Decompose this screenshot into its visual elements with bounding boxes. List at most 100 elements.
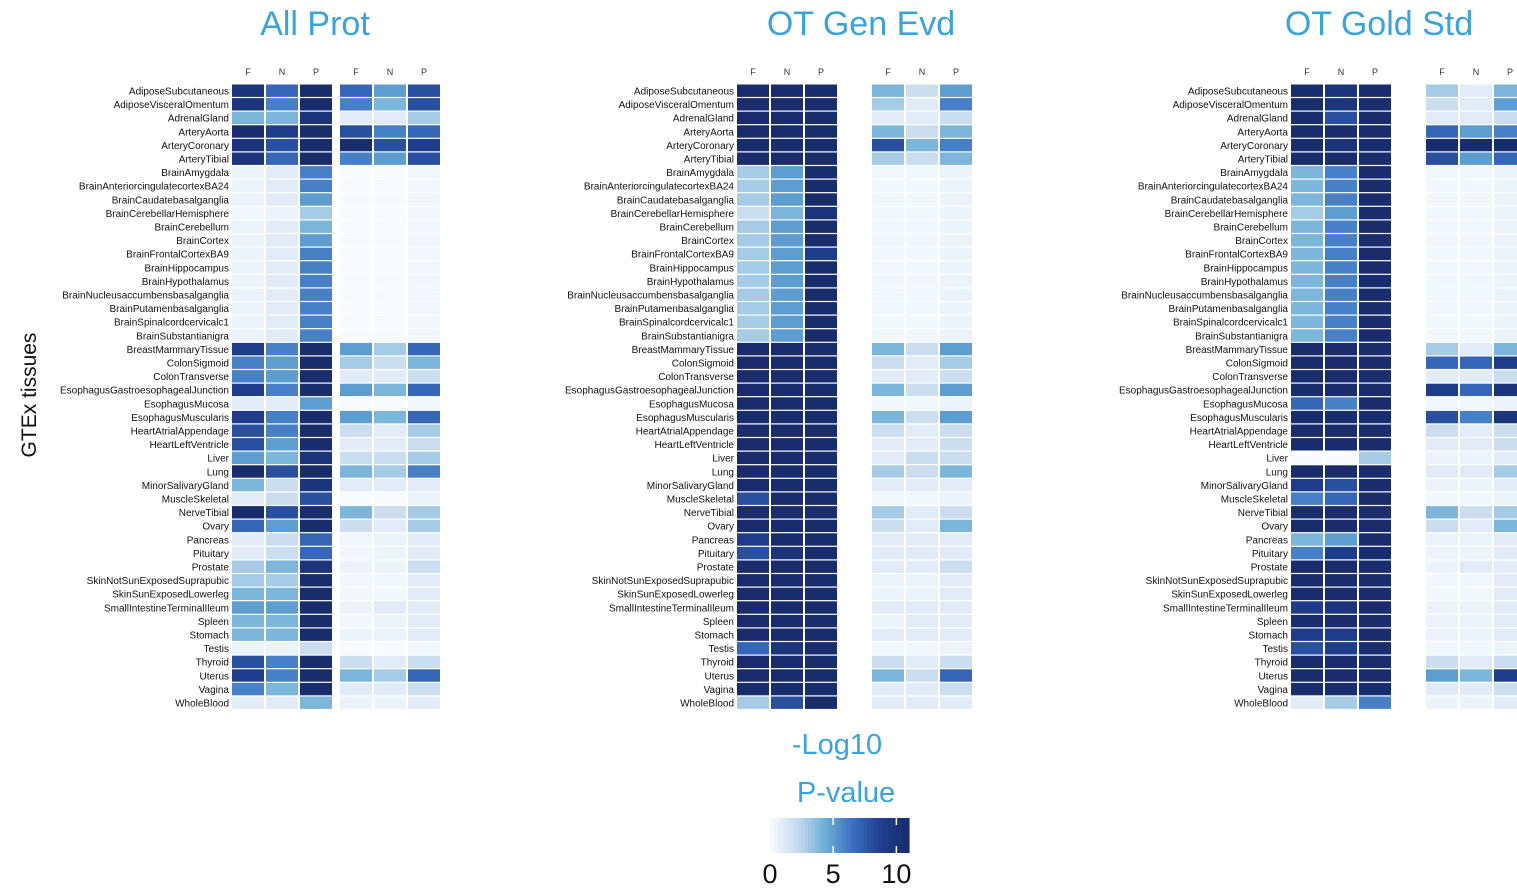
heatmap-cell: [805, 669, 837, 682]
heatmap-cell: [1291, 193, 1323, 206]
row-label: Ovary: [1261, 522, 1288, 533]
heatmap-cell: [1494, 574, 1517, 587]
column-header: P: [1507, 67, 1513, 77]
heatmap-cell: [1460, 274, 1492, 288]
heatmap-cell: [737, 424, 769, 437]
heatmap-cell: [1325, 560, 1357, 573]
row-label: Pancreas: [1246, 535, 1288, 546]
legend-swatch: [825, 818, 830, 853]
heatmap-cell: [374, 179, 406, 193]
heatmap-cell: [737, 628, 769, 641]
heatmap-cell: [771, 342, 803, 356]
heatmap-cell: [266, 465, 298, 478]
heatmap-cell: [1460, 206, 1492, 220]
row-label: MinorSalivaryGland: [1201, 481, 1288, 492]
heatmap-cell: [805, 370, 837, 383]
heatmap-cell: [1359, 84, 1391, 97]
heatmap-cell: [872, 478, 904, 492]
heatmap-cell: [300, 587, 332, 601]
heatmap-cell: [1359, 98, 1391, 111]
heatmap-cell: [1494, 315, 1517, 329]
heatmap-cell: [1291, 98, 1323, 111]
row-label: Spleen: [1257, 617, 1288, 628]
heatmap-cell: [805, 166, 837, 179]
legend-swatch: [773, 818, 778, 853]
heatmap-cell: [872, 138, 904, 152]
heatmap-cell: [1291, 125, 1323, 138]
heatmap-cell: [374, 315, 406, 329]
legend-swatch: [808, 818, 813, 853]
heatmap-cell: [771, 574, 803, 587]
heatmap-cell: [737, 655, 769, 669]
heatmap-cell: [771, 206, 803, 220]
column-header: P: [313, 67, 319, 77]
heatmap-cell: [737, 234, 769, 247]
heatmap-cell: [300, 533, 332, 546]
heatmap-cell: [1460, 465, 1492, 478]
heatmap-cell: [300, 261, 332, 274]
heatmap-cell: [1426, 410, 1458, 424]
heatmap-cell: [906, 465, 938, 478]
panel-title: All Prot: [260, 5, 370, 43]
column-header: P: [818, 67, 824, 77]
heatmap-cell: [906, 410, 938, 424]
column-header: P: [953, 67, 959, 77]
heatmap-cell: [737, 682, 769, 696]
heatmap-cell: [1460, 628, 1492, 641]
heatmap-cell: [940, 628, 972, 641]
row-label: BrainCerebellarHemisphere: [106, 209, 230, 220]
heatmap-cell: [374, 506, 406, 519]
heatmap-cell: [1359, 438, 1391, 451]
heatmap-cell: [1426, 383, 1458, 397]
row-label: SkinSunExposedLowerleg: [617, 590, 734, 601]
heatmap-cell: [771, 682, 803, 696]
heatmap-cell: [340, 574, 372, 587]
heatmap-cell: [1325, 397, 1357, 410]
heatmap-cell: [1325, 546, 1357, 560]
heatmap-cell: [408, 438, 440, 451]
heatmap-cell: [232, 370, 264, 383]
row-label: HeartAtrialAppendage: [1190, 427, 1289, 438]
heatmap-cell: [300, 696, 332, 709]
heatmap-cell: [737, 138, 769, 152]
column-header: P: [421, 67, 427, 77]
heatmap-cell: [408, 682, 440, 696]
heatmap-cell: [737, 560, 769, 573]
heatmap-cell: [771, 546, 803, 560]
heatmap-cell: [1325, 410, 1357, 424]
heatmap-cell: [408, 193, 440, 206]
heatmap-cell: [906, 193, 938, 206]
heatmap-cell: [374, 669, 406, 682]
heatmap-cell: [1460, 247, 1492, 261]
column-header: F: [750, 67, 756, 77]
heatmap-cell: [374, 356, 406, 369]
heatmap-cell: [906, 166, 938, 179]
heatmap-cell: [1460, 342, 1492, 356]
heatmap-cell: [771, 655, 803, 669]
row-label: BrainCerebellum: [1214, 223, 1288, 234]
heatmap-cell: [872, 492, 904, 505]
heatmap-cell: [374, 370, 406, 383]
heatmap-cell: [232, 451, 264, 465]
heatmap-cell: [340, 410, 372, 424]
heatmap-cell: [1426, 614, 1458, 628]
heatmap-cell: [906, 642, 938, 655]
row-label: Ovary: [707, 522, 734, 533]
heatmap-cell: [1359, 655, 1391, 669]
row-label: SkinNotSunExposedSuprapubic: [592, 576, 734, 587]
heatmap-cell: [1291, 682, 1323, 696]
heatmap-cell: [1359, 274, 1391, 288]
legend-swatch: [902, 818, 907, 853]
row-label: EsophagusMuscularis: [1190, 413, 1288, 424]
heatmap-cell: [805, 193, 837, 206]
row-label: Thyroid: [1255, 658, 1288, 669]
heatmap-cell: [1426, 356, 1458, 369]
heatmap-cell: [906, 234, 938, 247]
heatmap-cell: [872, 315, 904, 329]
heatmap-cell: [1494, 166, 1517, 179]
row-label: Stomach: [190, 631, 229, 642]
heatmap-cell: [771, 247, 803, 261]
heatmap-cell: [266, 587, 298, 601]
legend-swatch: [780, 818, 785, 853]
row-label: Liver: [207, 454, 229, 465]
